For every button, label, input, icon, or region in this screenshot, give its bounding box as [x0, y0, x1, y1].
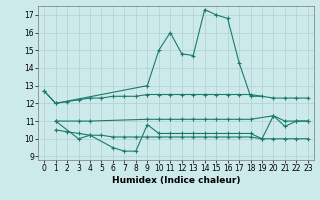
X-axis label: Humidex (Indice chaleur): Humidex (Indice chaleur) — [112, 176, 240, 185]
